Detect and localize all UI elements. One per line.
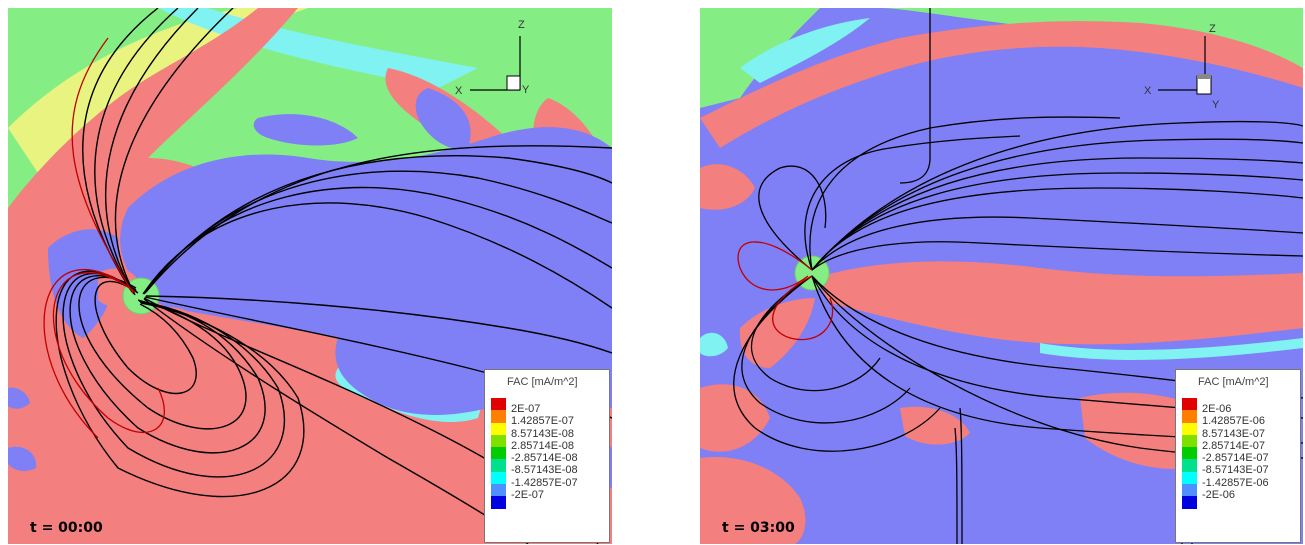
axis-triad-right xyxy=(1158,36,1212,95)
legend-left: FAC [mA/m^2] 2E-07 1.42857E-07 8.57143E-… xyxy=(484,369,610,543)
panel-right: X Z Y FAC [mA/m^2] 2E-06 1.42857E-06 8.5… xyxy=(700,8,1303,544)
axis-x-label: X xyxy=(1144,85,1152,97)
legend-title: FAC [mA/m^2] xyxy=(507,376,578,388)
axis-triad-left xyxy=(470,36,521,91)
legend-title: FAC [mA/m^2] xyxy=(1198,376,1269,388)
time-label: t = 00:00 xyxy=(30,520,103,536)
legend-right: FAC [mA/m^2] 2E-06 1.42857E-06 8.57143E-… xyxy=(1175,369,1301,543)
panel-left: X Z Y FAC [mA/m^2] 2E-07 1.42857E-07 8.5… xyxy=(8,8,612,544)
axis-y-label: Y xyxy=(522,84,530,96)
time-label: t = 03:00 xyxy=(722,520,795,536)
axis-x-label: X xyxy=(455,85,463,97)
fac-field-plot-right: X Z Y xyxy=(700,8,1303,544)
axis-y-label: Y xyxy=(1212,99,1220,111)
axis-z-label: Z xyxy=(518,19,525,31)
axis-z-label: Z xyxy=(1209,23,1216,35)
fac-field-plot-left: X Z Y xyxy=(8,8,612,544)
